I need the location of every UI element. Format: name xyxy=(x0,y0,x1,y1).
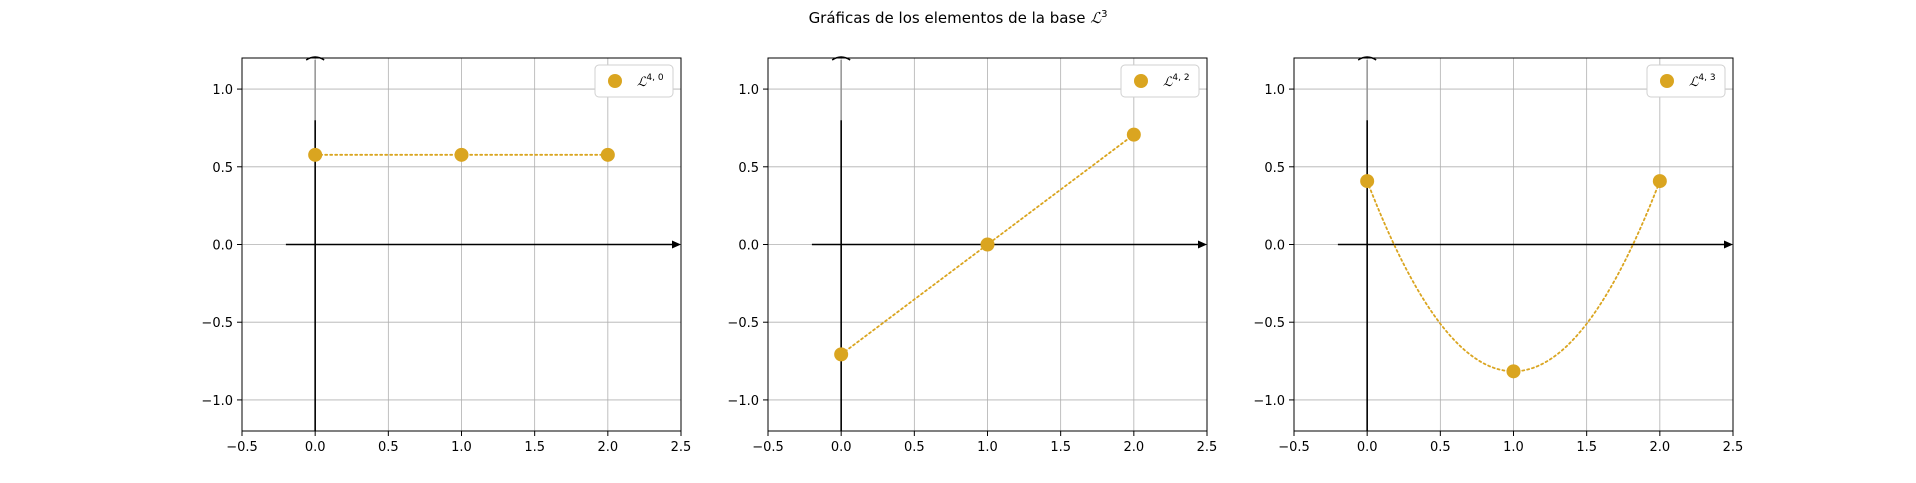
legend-symbol: ℒ xyxy=(1163,75,1173,90)
y-tick-label: −0.5 xyxy=(1253,316,1285,331)
x-axis-arrowhead xyxy=(1198,240,1207,249)
legend-superscript: 4, 3 xyxy=(1698,73,1715,83)
x-tick-label: −0.5 xyxy=(1278,440,1310,455)
legend: ℒ4, 3 xyxy=(1646,64,1726,98)
subplot-1: −0.5 0.0 0.5 1.0 1.5 2.0 2.5 −1.0 −0.5 0.0 0.5 1.0 ℒ… xyxy=(201,56,692,455)
subplot-3: −0.5 0.0 0.5 1.0 1.5 2.0 2.5 −1.0 −0.5 0.0 0.5 1.0 ℒ… xyxy=(1253,56,1744,455)
y-tick-label: −0.5 xyxy=(727,316,759,331)
x-tick-label: 1.5 xyxy=(1576,440,1597,455)
y-tick-label: 1.0 xyxy=(738,83,759,98)
data-point xyxy=(980,237,995,252)
y-tick-label: 0.5 xyxy=(738,161,759,176)
y-axis-arrowhead xyxy=(305,56,325,61)
y-tick-label: −1.0 xyxy=(727,394,759,409)
data-point xyxy=(1126,127,1141,142)
x-axis-arrowhead xyxy=(672,240,681,249)
data-point xyxy=(834,347,849,362)
data-point xyxy=(1506,364,1521,379)
x-axis-arrowhead xyxy=(1724,240,1733,249)
legend-marker xyxy=(1660,74,1674,88)
x-tick-label: 1.0 xyxy=(1503,440,1524,455)
y-tick-label: 0.0 xyxy=(212,239,233,254)
y-tick-label: −1.0 xyxy=(1253,394,1285,409)
x-tick-label: 1.5 xyxy=(1050,440,1071,455)
data-point xyxy=(308,147,323,162)
x-tick-label: 2.0 xyxy=(1123,440,1144,455)
figure-title: Gráficas de los elementos de la base ℒ3 xyxy=(0,9,1916,27)
x-tick-label: −0.5 xyxy=(752,440,784,455)
legend-symbol: ℒ xyxy=(637,75,647,90)
data-point xyxy=(1652,174,1667,189)
legend: ℒ4, 0 xyxy=(594,64,674,98)
legend-marker xyxy=(1134,74,1148,88)
y-tick-label: 1.0 xyxy=(212,83,233,98)
y-tick-label: 0.0 xyxy=(1264,239,1285,254)
data-point xyxy=(600,147,615,162)
x-tick-label: 0.5 xyxy=(378,440,399,455)
x-tick-label: 2.5 xyxy=(1197,440,1218,455)
y-axis-arrowhead xyxy=(831,56,851,61)
y-tick-label: 0.0 xyxy=(738,239,759,254)
legend-superscript: 4, 0 xyxy=(646,73,663,83)
x-tick-label: 0.5 xyxy=(904,440,925,455)
x-tick-label: 0.0 xyxy=(831,440,852,455)
x-tick-label: 1.5 xyxy=(524,440,545,455)
figure-title-symbol: ℒ xyxy=(1090,9,1102,27)
y-tick-label: 0.5 xyxy=(1264,161,1285,176)
data-point xyxy=(454,147,469,162)
y-tick-label: 0.5 xyxy=(212,161,233,176)
x-tick-label: 2.0 xyxy=(1649,440,1670,455)
legend-box xyxy=(594,64,674,98)
x-tick-label: 1.0 xyxy=(451,440,472,455)
data-point xyxy=(1360,174,1375,189)
legend-symbol: ℒ xyxy=(1689,75,1699,90)
y-tick-label: −0.5 xyxy=(201,316,233,331)
legend-box xyxy=(1120,64,1200,98)
x-tick-label: 0.5 xyxy=(1430,440,1451,455)
y-axis-arrowhead xyxy=(1357,56,1377,61)
x-tick-label: −0.5 xyxy=(226,440,258,455)
subplot-2: −0.5 0.0 0.5 1.0 1.5 2.0 2.5 −1.0 −0.5 0.0 0.5 1.0 ℒ… xyxy=(727,56,1218,455)
series-line xyxy=(840,133,1135,356)
x-tick-label: 0.0 xyxy=(1357,440,1378,455)
legend-label: ℒ4, 0 xyxy=(637,73,664,90)
y-tick-label: 1.0 xyxy=(1264,83,1285,98)
y-tick-label: −1.0 xyxy=(201,394,233,409)
x-tick-label: 1.0 xyxy=(977,440,998,455)
legend-box xyxy=(1646,64,1726,98)
legend-superscript: 4, 2 xyxy=(1172,73,1189,83)
figure-title-text: Gráficas de los elementos de la base xyxy=(808,9,1091,27)
legend-label: ℒ4, 3 xyxy=(1689,73,1716,90)
figure-title-superscript: 3 xyxy=(1101,9,1108,20)
x-tick-label: 0.0 xyxy=(305,440,326,455)
legend-label: ℒ4, 2 xyxy=(1163,73,1190,90)
legend-marker xyxy=(608,74,622,88)
x-tick-label: 2.5 xyxy=(1723,440,1744,455)
x-tick-label: 2.0 xyxy=(597,440,618,455)
x-tick-label: 2.5 xyxy=(671,440,692,455)
legend: ℒ4, 2 xyxy=(1120,64,1200,98)
